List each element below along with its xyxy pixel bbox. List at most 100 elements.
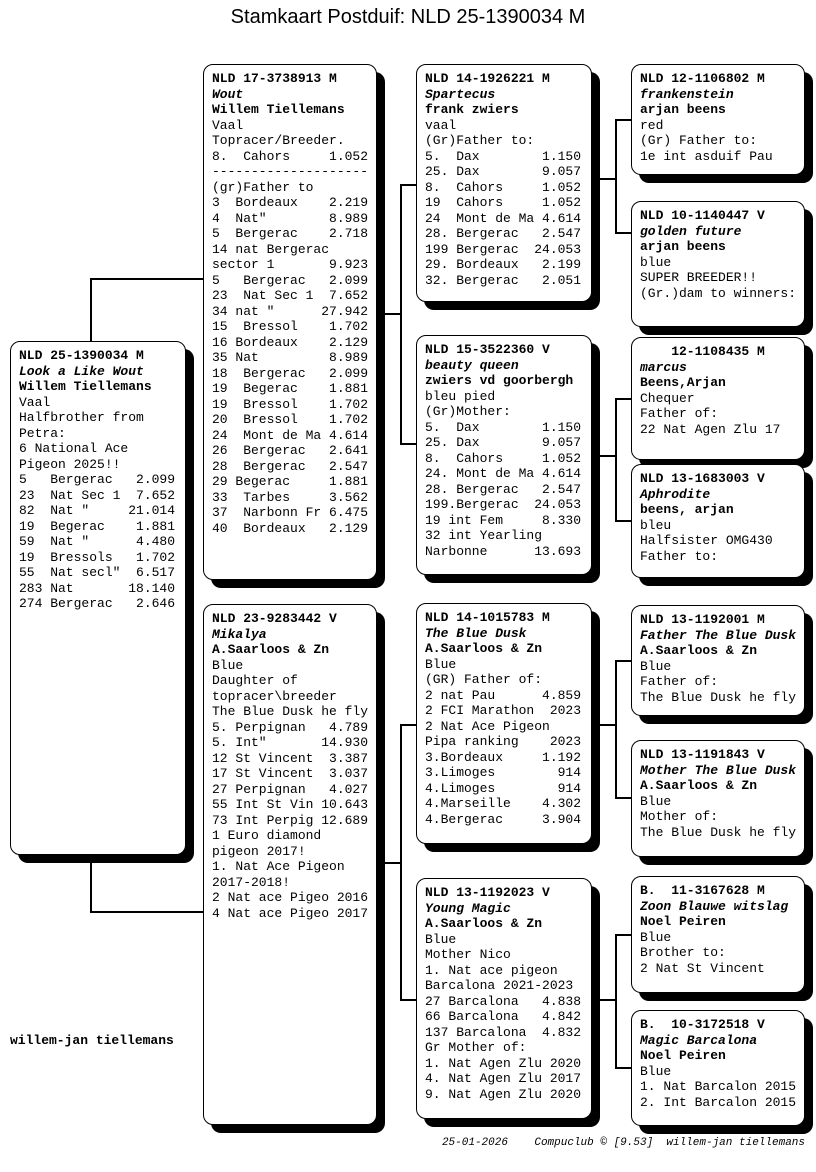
connector-line [400,724,416,726]
pedigree-box-dam-dam: NLD 13-1192023 V Young Magic A.Saarloos … [416,878,592,1119]
pedigree-box-dam: NLD 23-9283442 V Mikalya A.Saarloos & Zn… [203,604,377,1125]
pigeon-name: golden future [640,223,742,239]
ring-number: NLD 25-1390034 M [19,348,144,363]
connector-line [90,278,92,342]
fancier-name: frank zwiers [425,102,519,117]
pedigree-box-dam-sire-sire: NLD 13-1192001 M Father The Blue Dusk A.… [631,605,805,716]
fancier-name: A.Saarloos & Zn [425,916,543,931]
pigeon-name: Spartecus [425,86,496,102]
fancier-name: A.Saarloos & Zn [212,642,330,657]
fancier-name: A.Saarloos & Zn [425,641,543,656]
fancier-name: Noel Peiren [640,914,726,929]
pigeon-details: blue SUPER BREEDER!! (Gr.)dam to winners… [640,254,797,301]
pedigree-box-sire: NLD 17-3738913 M Wout Willem Tiellemans … [203,64,377,580]
pedigree-box-subject: NLD 25-1390034 M Look a Like Wout Willem… [10,341,186,855]
connector-line [377,313,401,315]
pedigree-box-sire-sire-dam: NLD 10-1140447 V golden future arjan bee… [631,201,805,327]
pigeon-name: Magic Barcalona [640,1032,758,1048]
connector-line [615,660,617,799]
pedigree-box-dam-sire-dam: NLD 13-1191843 V Mother The Blue Dusk A.… [631,740,805,857]
pigeon-details: Vaal Topracer/Breeder. 8. Cahors 1.052 -… [212,117,369,536]
ring-number: NLD 23-9283442 V [212,611,337,626]
pigeon-details: Blue Father of: The Blue Dusk he fly [640,658,797,705]
pedigree-box-dam-dam-sire: B. 11-3167628 M Zoon Blauwe witslag Noel… [631,876,805,993]
pigeon-details: bleu Halfsister OMG430 Father to: [640,517,773,564]
fancier-name: A.Saarloos & Zn [640,643,758,658]
ring-number: NLD 14-1926221 M [425,71,550,86]
pigeon-details: Blue Mother Nico 1. Nat ace pigeon Barca… [425,931,582,1102]
connector-line [615,398,631,400]
pigeon-details: vaal (Gr)Father to: 5. Dax 1.150 25. Dax… [425,117,582,288]
pigeon-details: Vaal Halfbrother from Petra: 6 National … [19,394,176,612]
pigeon-name: Mikalya [212,626,267,642]
ring-number: NLD 13-1192001 M [640,612,765,627]
connector-line [400,443,416,445]
pigeon-name: marcus [640,359,687,375]
pigeon-details: Blue (GR) Father of: 2 nat Pau 4.859 2 F… [425,656,582,827]
page-title: Stamkaart Postduif: NLD 25-1390034 M [230,6,586,28]
print-info-line: 25-01-2026 Compuclub © [9.53] willem-jan… [441,1137,805,1149]
owner-signature: willem-jan tiellemans [10,1033,174,1048]
connector-line [615,934,631,936]
connector-line [615,119,631,121]
ring-number: NLD 15-3522360 V [425,342,550,357]
pigeon-name: frankenstein [640,86,734,102]
ring-number: NLD 13-1683003 V [640,471,765,486]
pigeon-name: The Blue Dusk [425,625,527,641]
ring-number: NLD 10-1140447 V [640,208,765,223]
connector-line [592,724,616,726]
fancier-name: zwiers vd goorbergh [425,373,574,388]
pigeon-details: Chequer Father of: 22 Nat Agen Zlu 17 [640,390,781,437]
connector-line [400,184,402,445]
connector-line [592,999,616,1001]
connector-line [90,911,203,913]
pedigree-box-dam-dam-dam: B. 10-3172518 V Magic Barcalona Noel Pei… [631,1010,805,1126]
fancier-name: A.Saarloos & Zn [640,778,758,793]
pedigree-box-sire-dam: NLD 15-3522360 V beauty queen zwiers vd … [416,335,592,575]
connector-line [615,119,617,234]
pigeon-name: Wout [212,86,244,102]
ring-number: B. 11-3167628 M [640,883,765,898]
pigeon-name: Young Magic [425,900,511,916]
ring-number: NLD 12-1106802 M [640,71,765,86]
ring-number: NLD 13-1192023 V [425,885,550,900]
ring-number: NLD 13-1191843 V [640,747,765,762]
fancier-name: beens, arjan [640,502,734,517]
fancier-name: Noel Peiren [640,1048,726,1063]
ring-number: NLD 17-3738913 M [212,71,337,86]
pigeon-details: red (Gr) Father to: 1e int asduif Pau [640,117,773,164]
connector-line [400,724,402,1001]
pedigree-box-sire-sire-sire: NLD 12-1106802 M frankenstein arjan been… [631,64,805,175]
connector-line [90,855,92,913]
connector-line [592,178,616,180]
connector-line [615,520,631,522]
pigeon-details: Blue Brother to: 2 Nat St Vincent [640,929,765,976]
fancier-name: Beens,Arjan [640,375,726,390]
connector-line [400,184,416,186]
pigeon-name: Aphrodite [640,486,711,502]
pigeon-details: Blue Daughter of topracer\breeder The Bl… [212,657,369,921]
pigeon-details: bleu pied (Gr)Mother: 5. Dax 1.150 25. D… [425,388,582,559]
connector-line [615,1067,631,1069]
pigeon-name: beauty queen [425,357,519,373]
pigeon-details: Blue Mother of: The Blue Dusk he fly [640,793,797,840]
connector-line [592,455,616,457]
connector-line [615,232,631,234]
fancier-name: arjan beens [640,239,726,254]
fancier-name: Willem Tiellemans [19,379,152,394]
pedigree-box-sire-dam-dam: NLD 13-1683003 V Aphrodite beens, arjan … [631,464,805,578]
connector-line [615,398,617,522]
connector-line [90,278,203,280]
pedigree-box-dam-sire: NLD 14-1015783 M The Blue Dusk A.Saarloo… [416,603,592,844]
connector-line [377,862,401,864]
ring-number: NLD 14-1015783 M [425,610,550,625]
connector-line [615,934,617,1069]
ring-number: B. 10-3172518 V [640,1017,765,1032]
fancier-name: arjan beens [640,102,726,117]
connector-line [615,660,631,662]
pigeon-name: Father The Blue Dusk [640,627,797,643]
fancier-name: Willem Tiellemans [212,102,345,117]
pedigree-box-sire-dam-sire: 12-1108435 M marcus Beens,Arjan Chequer … [631,337,805,460]
pedigree-box-sire-sire: NLD 14-1926221 M Spartecus frank zwiers … [416,64,592,302]
